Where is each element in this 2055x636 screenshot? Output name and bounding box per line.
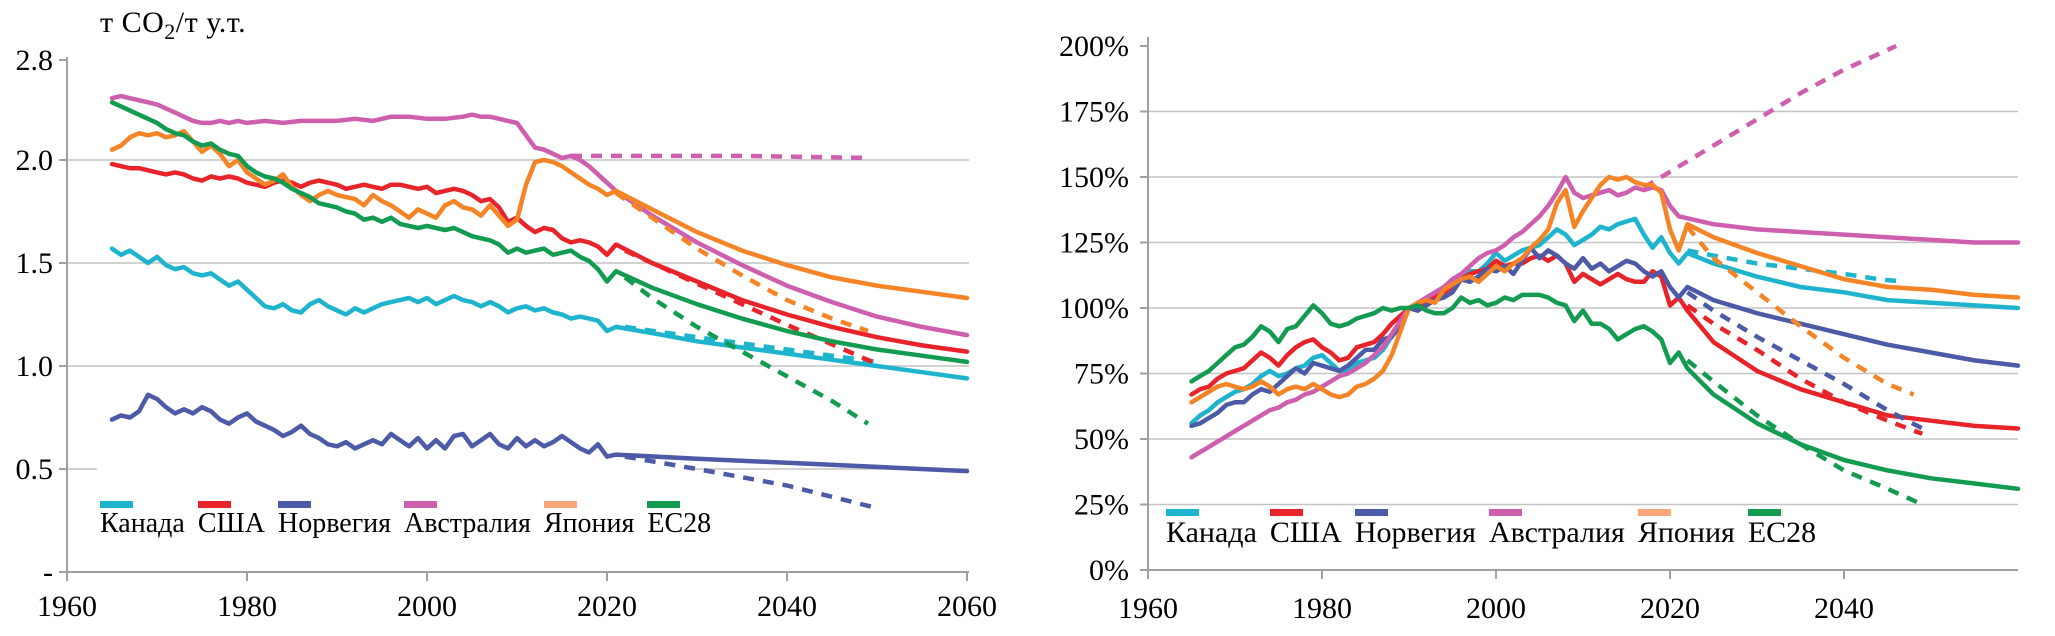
- x-tick-label: 2000: [1466, 592, 1526, 625]
- legend-label-Канада: Канада: [1166, 516, 1257, 549]
- legend-label-Япония: Япония: [1637, 516, 1735, 549]
- x-tick-label: 2060: [937, 590, 997, 623]
- series-ЕС28-solid: [1189, 292, 2021, 492]
- series-Норвегия-solid: [1189, 245, 2021, 429]
- legend-swatch-Япония: [1637, 509, 1671, 516]
- legend-item-Австралия: Австралия: [404, 501, 531, 539]
- legend-label-ЕС28: ЕС28: [647, 508, 712, 539]
- series-Австралия-solid: [109, 93, 970, 338]
- legend-swatch-Австралия: [404, 501, 438, 508]
- series-Япония-solid: [1189, 174, 2021, 405]
- x-tick-label: 2040: [757, 590, 817, 623]
- legend-swatch-Канада: [1166, 509, 1199, 516]
- series-Канада-solid: [109, 246, 970, 381]
- series-ЕС28 (сценарий)-dashed: [1685, 358, 1924, 507]
- series-ЕС28-solid: [109, 100, 970, 365]
- x-tick-label: 1980: [217, 590, 277, 623]
- chart-title-prefix: т СО: [100, 6, 165, 39]
- legend-item-Япония: Япония: [1637, 509, 1735, 549]
- legend-item-Канада: Канада: [1166, 509, 1257, 549]
- legend-item-Норвегия: Норвегия: [1354, 509, 1476, 549]
- series-Норвегия-solid: [109, 392, 970, 474]
- y-tick-label: 75%: [1074, 358, 1129, 391]
- legend-relative-to-1990: Канада США Норвегия Австралия Япония ЕС28: [1166, 509, 1816, 549]
- legend-item-Канада: Канада: [100, 501, 185, 539]
- series-Австралия (сценарий)-dashed: [1642, 43, 1898, 190]
- legend-item-США: США: [197, 501, 265, 539]
- x-tick-label: 2040: [1814, 592, 1874, 625]
- y-tick-label: 2.0: [16, 144, 54, 177]
- x-tick-label: 2000: [397, 590, 457, 623]
- y-tick-label: 2.8: [16, 44, 54, 77]
- y-tick-label: 200%: [1059, 30, 1129, 63]
- legend-item-Норвегия: Норвегия: [277, 501, 392, 539]
- chart-title-co2-intensity: т СО2/т у.т.: [100, 6, 246, 45]
- y-tick-label: 50%: [1074, 423, 1129, 456]
- legend-item-ЕС28: ЕС28: [647, 501, 711, 539]
- series-Австралия (сценарий)-dashed: [571, 153, 869, 161]
- series-Норвегия (сценарий)-dashed: [624, 454, 878, 511]
- series-Япония-solid: [109, 128, 970, 301]
- y-tick-label: -: [43, 556, 53, 589]
- series-ЕС28 (сценарий)-dashed: [623, 275, 870, 426]
- x-tick-label: 2020: [1640, 592, 1700, 625]
- legend-item-США: США: [1269, 509, 1342, 549]
- legend-label-Австралия: Австралия: [1488, 516, 1625, 549]
- legend-swatch-США: [197, 501, 231, 508]
- y-tick-label: 125%: [1059, 227, 1129, 260]
- series-Канада (сценарий)-dashed: [1686, 248, 1906, 285]
- legend-swatch-Австралия: [1488, 509, 1522, 516]
- chart-title-suffix: /т у.т.: [175, 6, 247, 39]
- series-США-solid: [1189, 253, 2021, 431]
- legend-swatch-Норвегия: [277, 501, 311, 508]
- series-Япония (сценарий)-dashed: [1685, 225, 1915, 397]
- y-tick-label: 150%: [1059, 161, 1129, 194]
- legend-swatch-Канада: [100, 501, 133, 508]
- legend-label-Норвегия: Норвегия: [277, 508, 392, 539]
- legend-item-Австралия: Австралия: [1488, 509, 1625, 549]
- y-tick-label: 1.5: [16, 247, 54, 280]
- legend-label-США: США: [1269, 516, 1342, 549]
- legend-swatch-США: [1269, 509, 1303, 516]
- y-tick-label: 0%: [1089, 554, 1129, 587]
- legend-swatch-ЕС28: [647, 501, 681, 508]
- series-Норвегия (сценарий)-dashed: [1686, 290, 1924, 431]
- series-США-solid: [109, 161, 970, 354]
- legend-item-Япония: Япония: [543, 501, 635, 539]
- legend-swatch-Япония: [543, 501, 577, 508]
- chart-title-subscript: 2: [164, 19, 176, 44]
- legend-swatch-ЕС28: [1747, 509, 1781, 516]
- legend-label-Канада: Канада: [100, 508, 185, 539]
- series-Япония (сценарий)-dashed: [614, 191, 869, 334]
- y-tick-label: 1.0: [16, 350, 54, 383]
- series-США (сценарий)-dashed: [624, 248, 878, 366]
- y-tick-label: 100%: [1059, 292, 1129, 325]
- x-tick-label: 1960: [37, 590, 97, 623]
- series-Канада (сценарий)-dashed: [624, 324, 878, 365]
- legend-label-Норвегия: Норвегия: [1354, 516, 1476, 549]
- y-tick-label: 0.5: [16, 453, 54, 486]
- y-tick-label: 175%: [1059, 96, 1129, 129]
- x-tick-label: 1980: [1292, 592, 1352, 625]
- x-tick-label: 2020: [577, 590, 637, 623]
- legend-label-Австралия: Австралия: [404, 508, 531, 539]
- legend-label-ЕС28: ЕС28: [1747, 516, 1817, 549]
- y-tick-label: 25%: [1074, 489, 1129, 522]
- legend-swatch-Норвегия: [1354, 509, 1388, 516]
- legend-item-ЕС28: ЕС28: [1747, 509, 1817, 549]
- x-tick-label: 1960: [1118, 592, 1178, 625]
- legend-co2-intensity: Канада США Норвегия Австралия Япония ЕС28: [100, 501, 711, 539]
- legend-label-США: США: [197, 508, 265, 539]
- legend-label-Япония: Япония: [543, 508, 635, 539]
